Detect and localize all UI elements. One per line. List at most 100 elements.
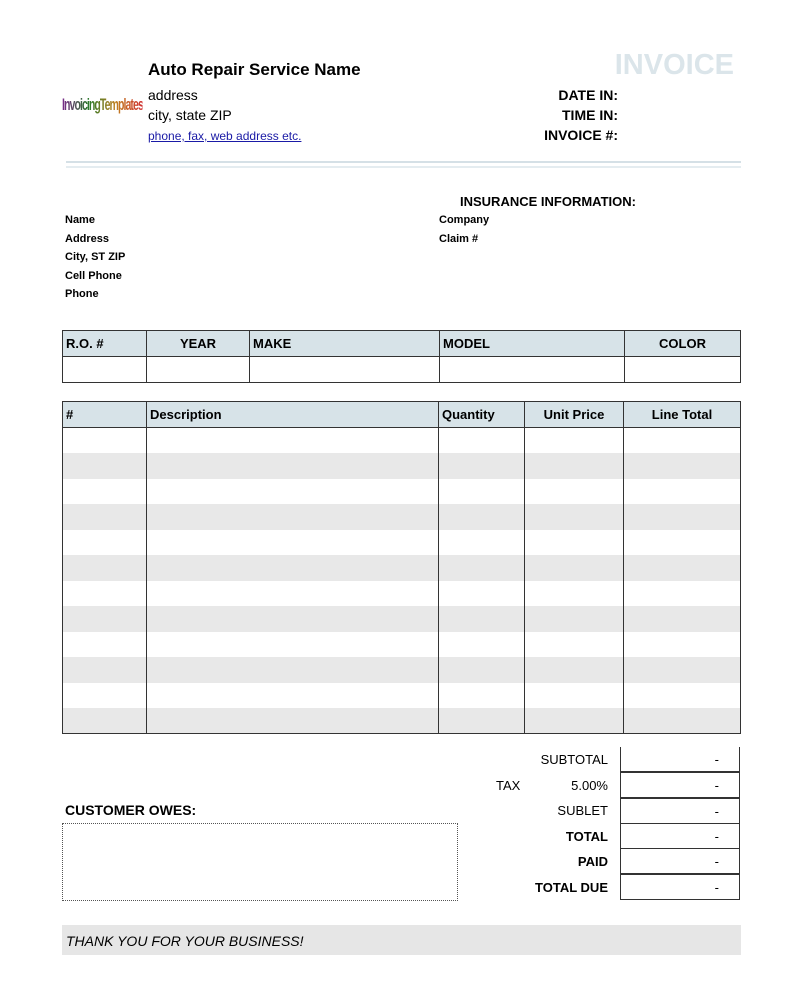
ro-cell[interactable] — [62, 356, 147, 383]
time-in-label: TIME IN: — [562, 107, 618, 123]
color-cell[interactable] — [624, 356, 741, 383]
unit-price-cell[interactable] — [524, 478, 624, 504]
description-cell[interactable] — [146, 606, 439, 632]
unit-price-cell[interactable] — [524, 606, 624, 632]
number-cell[interactable] — [62, 555, 147, 581]
col-make: MAKE — [249, 330, 440, 357]
quantity-cell[interactable] — [438, 555, 525, 581]
line-total-cell[interactable] — [623, 708, 741, 734]
item-row — [62, 478, 741, 504]
quantity-cell[interactable] — [438, 708, 525, 734]
description-cell[interactable] — [146, 708, 439, 734]
unit-price-cell[interactable] — [524, 529, 624, 555]
description-cell[interactable] — [146, 478, 439, 504]
quantity-cell[interactable] — [438, 657, 525, 683]
divider — [66, 166, 741, 168]
description-cell[interactable] — [146, 529, 439, 555]
model-cell[interactable] — [439, 356, 625, 383]
description-cell[interactable] — [146, 555, 439, 581]
col-quantity: Quantity — [438, 401, 525, 428]
customer-name-label: Name — [65, 214, 95, 226]
number-cell[interactable] — [62, 708, 147, 734]
tax-label: TAX — [496, 778, 521, 793]
date-in-label: DATE IN: — [558, 87, 618, 103]
quantity-cell[interactable] — [438, 606, 525, 632]
line-total-cell[interactable] — [623, 631, 741, 657]
unit-price-cell[interactable] — [524, 631, 624, 657]
total-label: TOTAL — [565, 829, 608, 844]
item-row — [62, 427, 741, 453]
customer-city-label: City, ST ZIP — [65, 251, 126, 263]
item-row — [62, 453, 741, 479]
unit-price-cell[interactable] — [524, 504, 624, 530]
description-cell[interactable] — [146, 631, 439, 657]
unit-price-cell[interactable] — [524, 453, 624, 479]
line-total-cell[interactable] — [623, 453, 741, 479]
unit-price-cell[interactable] — [524, 555, 624, 581]
col-model: MODEL — [439, 330, 625, 357]
number-cell[interactable] — [62, 453, 147, 479]
company-city: city, state ZIP — [148, 107, 232, 123]
number-cell[interactable] — [62, 657, 147, 683]
unit-price-cell[interactable] — [524, 427, 624, 453]
col-number: # — [62, 401, 147, 428]
year-cell[interactable] — [146, 356, 250, 383]
number-cell[interactable] — [62, 427, 147, 453]
customer-owes-label: CUSTOMER OWES: — [65, 802, 197, 818]
number-cell[interactable] — [62, 529, 147, 555]
line-total-cell[interactable] — [623, 529, 741, 555]
sublet-value[interactable]: - — [620, 798, 740, 824]
description-cell[interactable] — [146, 657, 439, 683]
item-row — [62, 606, 741, 632]
quantity-cell[interactable] — [438, 529, 525, 555]
quantity-cell[interactable] — [438, 453, 525, 479]
description-cell[interactable] — [146, 504, 439, 530]
line-total-cell[interactable] — [623, 555, 741, 581]
number-cell[interactable] — [62, 631, 147, 657]
line-total-cell[interactable] — [623, 427, 741, 453]
quantity-cell[interactable] — [438, 682, 525, 708]
customer-address-label: Address — [65, 233, 110, 245]
item-row — [62, 631, 741, 657]
tax-value: - — [620, 772, 740, 798]
unit-price-cell[interactable] — [524, 657, 624, 683]
customer-cell-label: Cell Phone — [65, 270, 122, 282]
unit-price-cell[interactable] — [524, 682, 624, 708]
description-cell[interactable] — [146, 682, 439, 708]
quantity-cell[interactable] — [438, 631, 525, 657]
col-year: YEAR — [146, 330, 250, 357]
number-cell[interactable] — [62, 478, 147, 504]
paid-value[interactable]: - — [620, 848, 740, 874]
line-total-cell[interactable] — [623, 504, 741, 530]
customer-phone-label: Phone — [65, 288, 99, 300]
number-cell[interactable] — [62, 580, 147, 606]
customer-owes-box[interactable] — [62, 823, 458, 901]
line-total-cell[interactable] — [623, 606, 741, 632]
description-cell[interactable] — [146, 427, 439, 453]
col-unit-price: Unit Price — [524, 401, 624, 428]
line-total-cell[interactable] — [623, 478, 741, 504]
quantity-cell[interactable] — [438, 478, 525, 504]
description-cell[interactable] — [146, 453, 439, 479]
line-total-cell[interactable] — [623, 657, 741, 683]
invoice-title: INVOICE — [614, 49, 734, 81]
description-cell[interactable] — [146, 580, 439, 606]
quantity-cell[interactable] — [438, 427, 525, 453]
number-cell[interactable] — [62, 504, 147, 530]
make-cell[interactable] — [249, 356, 440, 383]
contact-link[interactable]: phone, fax, web address etc. — [148, 129, 302, 143]
subtotal-value: - — [620, 747, 740, 772]
unit-price-cell[interactable] — [524, 708, 624, 734]
total-due-value: - — [620, 874, 740, 900]
insurance-title: INSURANCE INFORMATION: — [460, 194, 636, 209]
line-total-cell[interactable] — [623, 682, 741, 708]
number-cell[interactable] — [62, 606, 147, 632]
unit-price-cell[interactable] — [524, 580, 624, 606]
company-address: address — [148, 87, 198, 103]
line-total-cell[interactable] — [623, 580, 741, 606]
quantity-cell[interactable] — [438, 504, 525, 530]
number-cell[interactable] — [62, 682, 147, 708]
vehicle-table: R.O. # YEAR MAKE MODEL COLOR — [62, 330, 741, 383]
quantity-cell[interactable] — [438, 580, 525, 606]
